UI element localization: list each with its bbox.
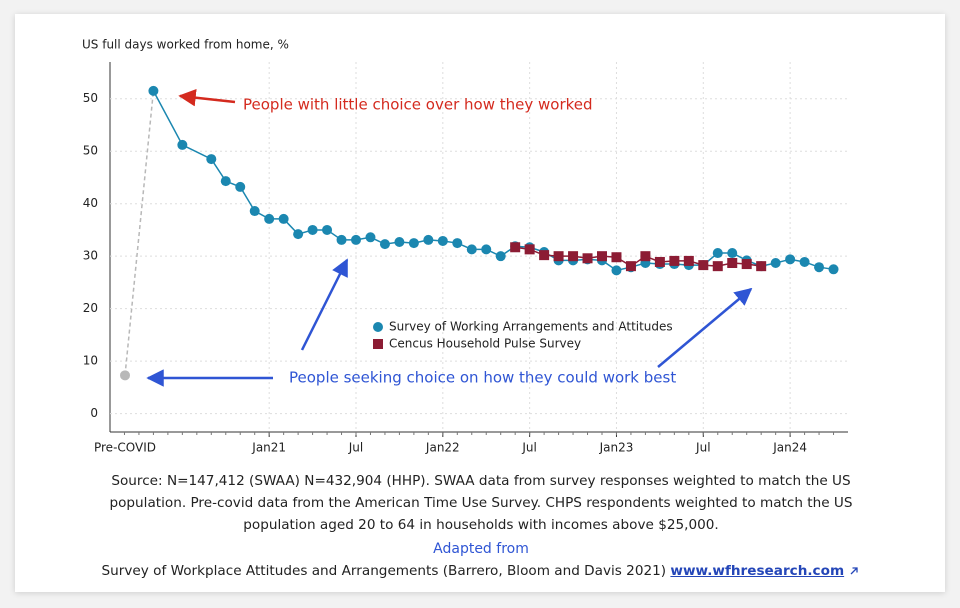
citation: Survey of Workplace Attitudes and Arrang… bbox=[101, 563, 667, 579]
external-icon bbox=[850, 567, 859, 575]
data-point bbox=[683, 255, 694, 266]
legend-label: Cencus Household Pulse Survey bbox=[389, 337, 581, 351]
data-point bbox=[611, 265, 622, 276]
data-point bbox=[249, 206, 260, 217]
data-point bbox=[698, 260, 709, 271]
data-point bbox=[278, 213, 289, 224]
x-tick-label: Jan24 bbox=[772, 441, 807, 455]
data-point bbox=[379, 239, 390, 250]
data-point bbox=[568, 251, 579, 262]
data-point bbox=[206, 154, 217, 165]
data-point bbox=[539, 250, 550, 261]
y-tick-label: 0 bbox=[90, 406, 98, 420]
x-tick-label: Jan23 bbox=[599, 441, 634, 455]
data-point bbox=[712, 261, 723, 272]
data-point bbox=[640, 251, 651, 262]
y-tick-label: 40 bbox=[83, 196, 98, 210]
data-point bbox=[495, 251, 506, 262]
source-note: Source: N=147,412 (SWAA) N=432,904 (HHP)… bbox=[109, 473, 853, 533]
annotation-arrow bbox=[657, 287, 753, 368]
x-tick-label: Jul bbox=[521, 441, 536, 455]
data-point bbox=[654, 256, 665, 267]
data-point bbox=[669, 255, 680, 266]
data-point bbox=[322, 224, 333, 235]
data-point bbox=[727, 258, 738, 269]
y-tick-label: 50 bbox=[83, 144, 98, 158]
data-point bbox=[582, 253, 593, 264]
data-point bbox=[437, 235, 448, 246]
data-point bbox=[597, 251, 607, 262]
connector-line bbox=[124, 90, 155, 376]
annotation: People seeking choice on how they could … bbox=[289, 369, 676, 387]
data-point bbox=[220, 176, 231, 187]
x-tick-label: Jan21 bbox=[251, 441, 286, 455]
data-point bbox=[351, 234, 361, 245]
y-tick-label: 50 bbox=[83, 91, 98, 105]
data-point bbox=[177, 139, 188, 150]
y-tick-label: 20 bbox=[83, 301, 98, 315]
link[interactable]: www.wfhresearch.com bbox=[670, 563, 845, 579]
legend-swatch bbox=[373, 322, 383, 332]
data-point bbox=[293, 229, 304, 240]
x-tick-label: Pre-COVID bbox=[94, 441, 156, 455]
data-point bbox=[452, 238, 463, 249]
adapted-from: Adapted from bbox=[433, 541, 529, 557]
chart: US full days worked from home, % 0 10 20 30… bbox=[82, 38, 848, 455]
data-point bbox=[466, 244, 477, 255]
data-point bbox=[611, 252, 622, 263]
y-tick-label: 30 bbox=[83, 249, 98, 263]
y-tick-label: 10 bbox=[83, 354, 98, 368]
annotation: People with little choice over how they … bbox=[243, 96, 593, 114]
data-point bbox=[553, 251, 564, 262]
data-point bbox=[481, 244, 492, 255]
card: US full days worked from home, % 0 10 20 30… bbox=[15, 14, 945, 592]
data-point bbox=[814, 262, 825, 273]
data-point bbox=[770, 258, 781, 269]
data-point bbox=[423, 234, 434, 245]
legend-swatch bbox=[373, 339, 383, 349]
data-point bbox=[235, 181, 246, 192]
annotation-arrow bbox=[300, 258, 349, 351]
data-point bbox=[785, 254, 796, 265]
data-point bbox=[741, 259, 752, 270]
pre-covid-point bbox=[120, 370, 130, 381]
data-point bbox=[799, 256, 810, 267]
data-point bbox=[264, 213, 275, 224]
annotation-arrow bbox=[178, 89, 236, 107]
data-point bbox=[510, 242, 521, 253]
data-point bbox=[148, 85, 159, 96]
x-tick-label: Jul bbox=[695, 441, 710, 455]
data-point bbox=[365, 232, 376, 243]
data-point bbox=[307, 224, 318, 235]
x-tick-label: Jan22 bbox=[425, 441, 460, 455]
data-point bbox=[336, 234, 347, 245]
data-point bbox=[524, 244, 535, 255]
footer: Source: N=147,412 (SWAA) N=432,904 (HHP)… bbox=[83, 470, 879, 582]
data-point bbox=[394, 237, 405, 248]
data-point bbox=[712, 248, 723, 259]
x-tick-label: Jul bbox=[348, 441, 363, 455]
chart-title: US full days worked from home, % bbox=[82, 38, 289, 52]
series-line bbox=[152, 90, 834, 272]
data-point bbox=[756, 261, 767, 272]
data-point bbox=[625, 261, 636, 272]
data-point bbox=[727, 248, 738, 259]
citation-line: Survey of Workplace Attitudes and Arrang… bbox=[83, 560, 879, 582]
data-point bbox=[408, 238, 419, 249]
data-point bbox=[828, 264, 839, 275]
legend-label: Survey of Working Arrangements and Attit… bbox=[389, 320, 673, 334]
